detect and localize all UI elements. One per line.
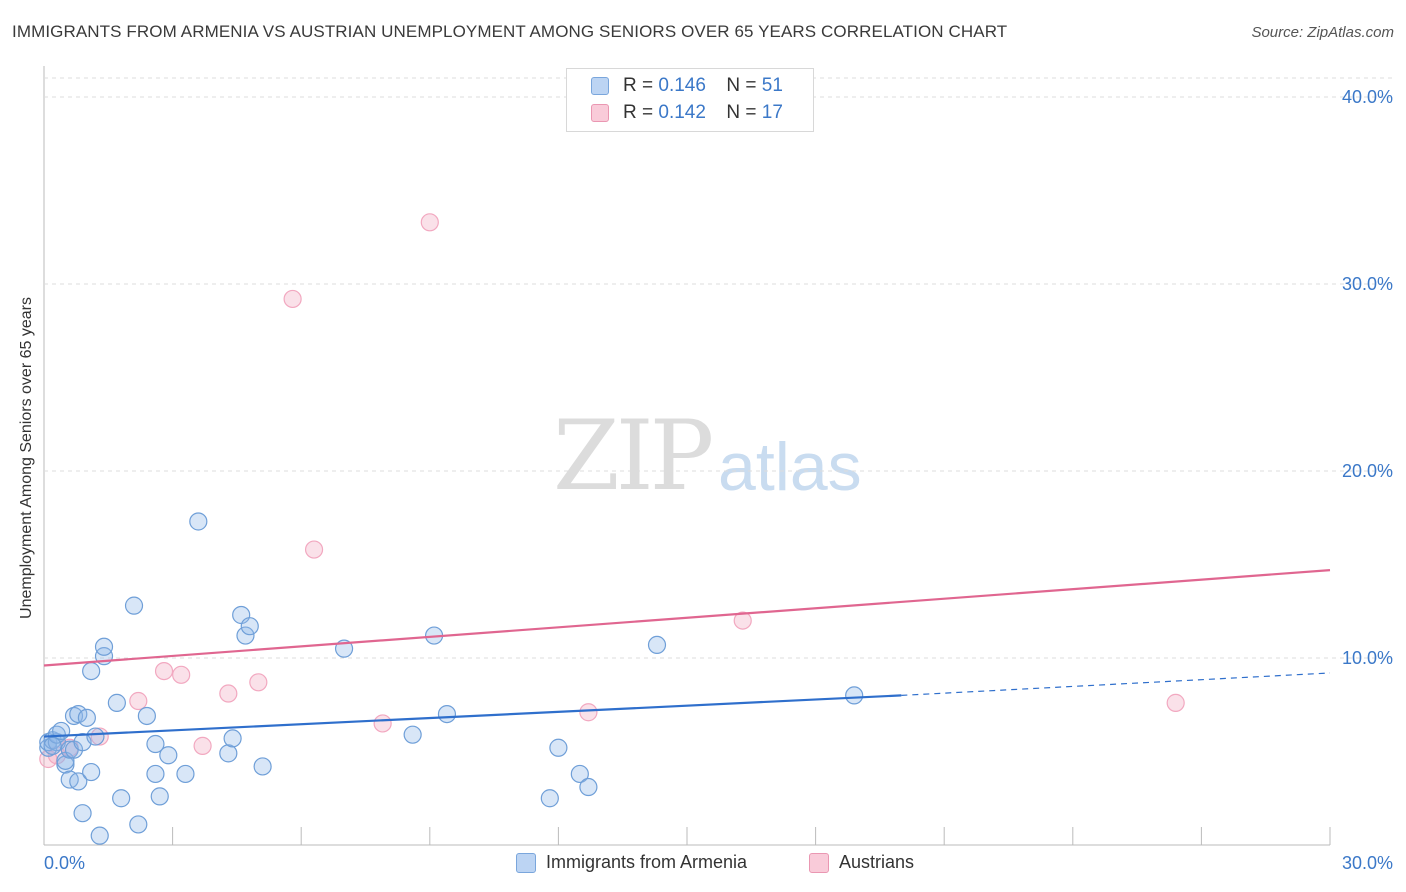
data-point-armenia — [82, 762, 101, 782]
data-point-armenia — [437, 704, 457, 724]
armenia-swatch-icon — [591, 77, 609, 95]
legend-row-armenia: R = 0.146 N = 51 — [591, 75, 783, 97]
data-point-armenia — [107, 693, 126, 712]
data-point-armenia — [579, 777, 598, 797]
data-point-austrians — [129, 691, 148, 711]
n-value: 17 — [761, 102, 783, 123]
data-point-austrians — [733, 611, 752, 630]
data-point-armenia — [150, 787, 169, 806]
data-point-armenia — [845, 686, 864, 705]
y-tick-label: 40.0% — [1342, 87, 1393, 107]
data-point-armenia — [253, 757, 272, 776]
data-point-austrians — [219, 684, 238, 703]
legend-label-armenia: Immigrants from Armenia — [546, 852, 748, 872]
data-point-armenia — [189, 512, 208, 531]
watermark-atlas: atlas — [718, 429, 862, 505]
trendline-armenia-extension — [901, 672, 1331, 696]
data-point-armenia — [90, 826, 109, 845]
n-value: 51 — [761, 75, 783, 96]
data-point-armenia — [219, 744, 238, 763]
data-point-austrians — [249, 673, 268, 692]
r-label: R = — [623, 75, 654, 96]
data-point-armenia — [236, 626, 255, 645]
data-point-armenia — [403, 725, 422, 744]
source-label: Source: ZipAtlas.com — [1251, 24, 1394, 41]
data-point-armenia — [540, 789, 559, 808]
data-point-armenia — [146, 764, 165, 784]
data-point-armenia — [240, 617, 259, 636]
legend-item-armenia: Immigrants from Armenia — [516, 852, 747, 873]
data-point-austrians — [1166, 693, 1185, 712]
data-point-austrians — [373, 714, 392, 733]
data-point-austrians — [283, 289, 302, 309]
data-point-armenia — [73, 804, 92, 823]
y-tick-label: 10.0% — [1342, 648, 1393, 668]
data-point-austrians — [579, 703, 598, 722]
data-point-armenia — [176, 764, 195, 784]
data-point-austrians — [420, 213, 439, 232]
data-point-austrians — [304, 540, 324, 559]
data-point-armenia — [82, 661, 101, 681]
armenia-legend-icon — [516, 852, 536, 873]
data-point-armenia — [43, 736, 62, 755]
legend-row-austrians: R = 0.142 N = 17 — [591, 102, 783, 124]
data-point-austrians — [90, 727, 109, 746]
chart-title: IMMIGRANTS FROM ARMENIA VS AUSTRIAN UNEM… — [12, 22, 1008, 41]
legend-item-austrians: Austrians — [809, 852, 914, 873]
r-label: R = — [623, 102, 654, 123]
x-tick-label: 30.0% — [1342, 853, 1393, 873]
data-point-austrians — [172, 665, 191, 684]
data-point-armenia — [146, 734, 165, 754]
legend-label-austrians: Austrians — [839, 852, 915, 872]
data-point-armenia — [112, 789, 131, 808]
y-tick-label: 30.0% — [1342, 274, 1393, 294]
data-point-armenia — [159, 746, 178, 765]
data-point-armenia — [549, 738, 568, 757]
data-point-armenia — [86, 727, 105, 746]
n-label: N = — [726, 75, 757, 96]
r-value: 0.146 — [658, 75, 706, 96]
data-point-armenia — [94, 637, 114, 656]
austrians-legend-icon — [809, 852, 829, 873]
data-point-armenia — [69, 772, 88, 791]
austrians-swatch-icon — [591, 104, 609, 122]
legend-stats: R = 0.146 N = 51 R = 0.142 N = 17 — [566, 68, 814, 132]
n-label: N = — [726, 102, 757, 123]
data-point-armenia — [570, 764, 589, 784]
legend-series: Immigrants from Armenia Austrians — [0, 852, 1406, 878]
watermark-zip: ZIP — [553, 400, 714, 512]
data-point-armenia — [137, 706, 156, 726]
trendline-armenia — [43, 694, 902, 738]
x-tick-label: 0.0% — [44, 853, 85, 873]
y-tick-label: 20.0% — [1342, 461, 1393, 481]
data-point-austrians — [154, 661, 174, 681]
data-point-armenia — [647, 635, 667, 655]
trendline-austrians — [43, 569, 1331, 667]
data-point-armenia — [77, 708, 96, 727]
data-point-armenia — [129, 815, 148, 834]
data-point-austrians — [193, 736, 212, 755]
r-value: 0.142 — [658, 102, 706, 123]
data-point-armenia — [223, 729, 242, 748]
data-point-armenia — [124, 596, 144, 615]
